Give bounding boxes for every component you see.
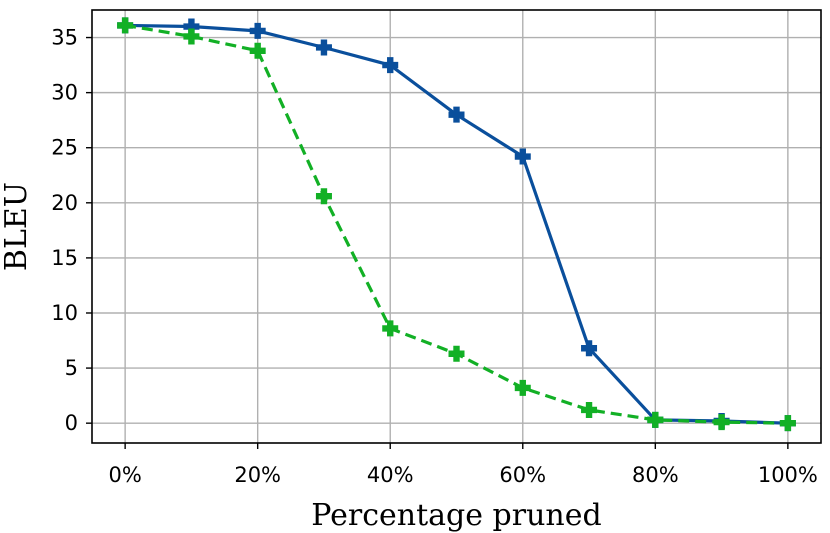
- y-tick-label: 30: [51, 81, 78, 105]
- series-2-point: [514, 379, 531, 396]
- y-tick-label: 15: [51, 246, 78, 270]
- series-2-point: [647, 411, 664, 428]
- series-2-point: [448, 345, 465, 362]
- series-group: [117, 17, 796, 432]
- series-1-point: [382, 57, 399, 74]
- y-tick-label: 0: [65, 411, 78, 435]
- y-axis-title: BLEU: [0, 182, 34, 271]
- series-1-point: [183, 18, 200, 35]
- grid-lines: [92, 10, 821, 443]
- series-1-point: [315, 39, 332, 56]
- series-2-point: [183, 28, 200, 45]
- series-2-point: [315, 188, 332, 205]
- x-axis-title: Percentage pruned: [311, 498, 601, 533]
- series-1: [117, 17, 796, 432]
- series-2-point: [713, 414, 730, 431]
- x-axis-ticks: 0% 20% 40% 60% 80% 100%: [108, 443, 818, 487]
- y-tick-label: 25: [51, 136, 78, 160]
- x-tick-label: 80%: [632, 463, 679, 487]
- series-1-point: [514, 148, 531, 165]
- series-1-point: [448, 106, 465, 123]
- x-tick-label: 40%: [367, 463, 414, 487]
- series-1-point: [581, 340, 598, 357]
- series-2-point: [117, 17, 134, 34]
- y-tick-label: 20: [51, 191, 78, 215]
- x-tick-label: 60%: [499, 463, 546, 487]
- series-1-point: [249, 22, 266, 39]
- y-tick-label: 35: [51, 26, 78, 50]
- series-2-point: [779, 415, 796, 432]
- series-2-line: [124, 23, 788, 425]
- series-2-point: [249, 42, 266, 59]
- series-2-point: [581, 401, 598, 418]
- series-2: [117, 17, 796, 432]
- y-axis-ticks: 0 5 10 15 20 25 30 35: [51, 26, 92, 435]
- x-tick-label: 100%: [758, 463, 818, 487]
- series-1-line: [125, 23, 788, 425]
- x-tick-label: 0%: [108, 463, 141, 487]
- y-tick-label: 5: [65, 356, 78, 380]
- y-tick-label: 10: [51, 301, 78, 325]
- x-tick-label: 20%: [234, 463, 281, 487]
- series-2-point: [382, 320, 399, 337]
- plot-frame: [91, 9, 822, 444]
